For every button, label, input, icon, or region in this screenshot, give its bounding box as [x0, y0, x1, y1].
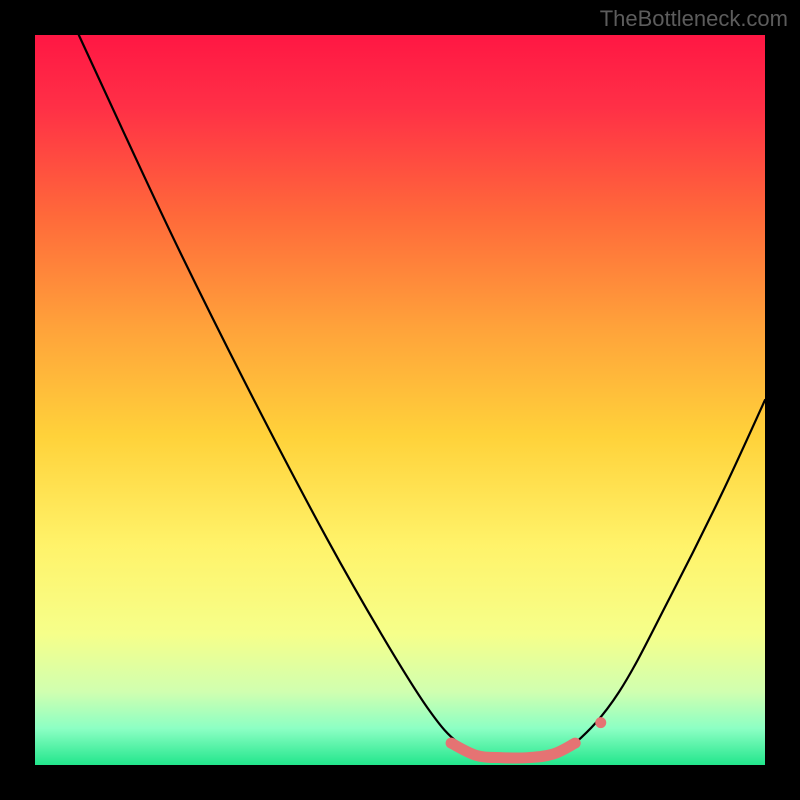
- bottleneck-curve-chart: [0, 0, 800, 800]
- plot-area: [35, 35, 765, 765]
- watermark-label: TheBottleneck.com: [600, 6, 788, 32]
- highlight-dot: [595, 717, 606, 728]
- chart-container: TheBottleneck.com: [0, 0, 800, 800]
